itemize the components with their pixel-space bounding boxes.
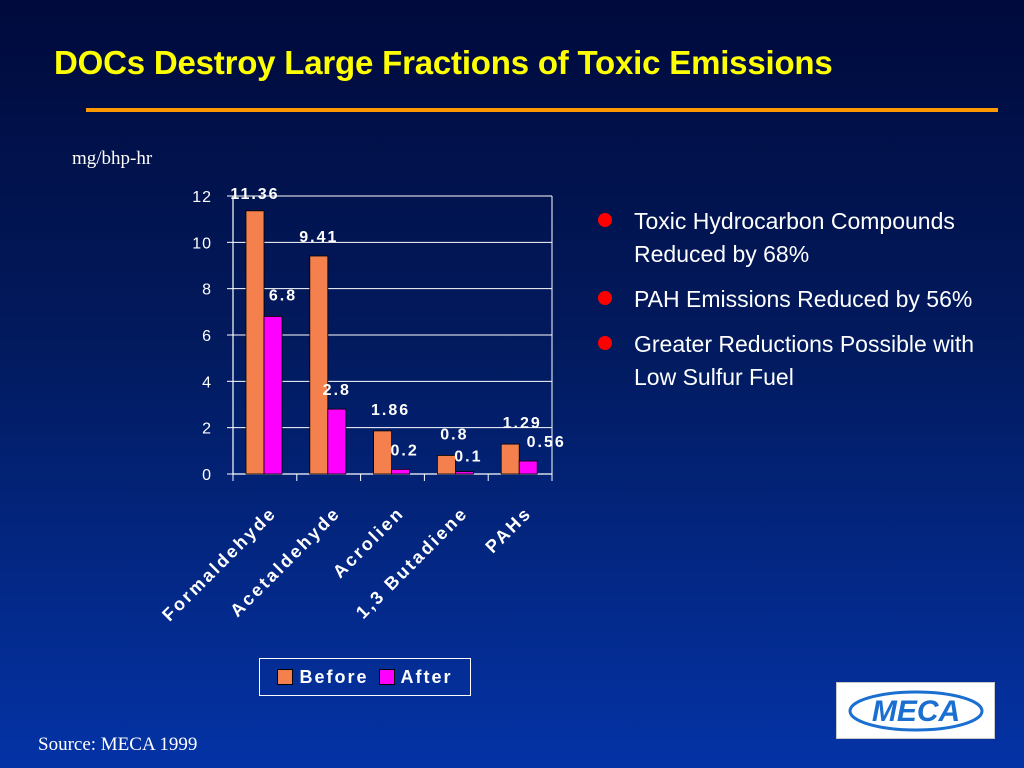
bar-chart: 0 2 4 6 8 10 12 11.36 6.8 Formaldehyde 9.41 2.8 Acet…: [158, 186, 566, 625]
data-label-after: 0.1: [454, 449, 482, 466]
y-tick-label: 6: [202, 328, 212, 345]
bar-after: [391, 468, 411, 475]
data-label-before: 0.8: [440, 426, 468, 443]
data-label-before: 9.41: [299, 229, 338, 246]
y-tick-label: 8: [202, 282, 212, 299]
y-tick-label: 0: [202, 467, 212, 484]
bullet-text: Greater Reductions Possible with Low Sul…: [634, 331, 975, 390]
y-tick-label: 2: [202, 421, 212, 438]
meca-logo: MECA: [836, 682, 995, 739]
legend-label-before: Before: [299, 666, 369, 687]
meca-logo-text: MECA: [871, 695, 959, 728]
legend-entry-before: Before: [277, 667, 368, 688]
bullet-item: Greater Reductions Possible with Low Sul…: [598, 328, 1018, 394]
data-label-before: 1.29: [503, 415, 542, 432]
bar-before: [309, 255, 329, 475]
legend-label-after: After: [400, 666, 453, 687]
bar-before: [436, 455, 456, 475]
bullet-dot-icon: [598, 213, 612, 227]
bar-after: [263, 316, 283, 475]
meca-logo-icon: MECA: [848, 690, 983, 731]
y-tick-label: 12: [192, 189, 212, 206]
data-label-before: 1.86: [371, 402, 410, 419]
x-category-label: Acetaldehyde: [226, 503, 344, 621]
data-label-before: 11.36: [230, 186, 279, 203]
title-divider: [86, 108, 998, 112]
legend-swatch-before: [277, 669, 294, 685]
legend-swatch-after: [378, 669, 395, 685]
bullet-item: PAH Emissions Reduced by 56%: [598, 283, 1018, 316]
bar-after: [327, 408, 347, 475]
data-label-after: 2.8: [323, 382, 351, 399]
data-label-after: 0.56: [527, 434, 566, 451]
bullet-dot-icon: [598, 291, 612, 305]
bar-before: [245, 210, 265, 475]
source-note: Source: MECA 1999: [38, 734, 198, 755]
bullet-dot-icon: [598, 336, 612, 350]
bar-after: [518, 460, 538, 475]
bullet-list: Toxic Hydrocarbon Compounds Reduced by 6…: [598, 205, 1018, 406]
bullet-text: Toxic Hydrocarbon Compounds Reduced by 6…: [634, 208, 955, 267]
legend-entry-after: After: [378, 666, 453, 688]
y-unit-label: mg/bhp-hr: [72, 148, 153, 169]
y-tick-label: 4: [202, 374, 212, 391]
y-tick-label: 10: [192, 235, 212, 252]
bar-before: [373, 430, 393, 475]
bar-after: [454, 471, 474, 475]
chart-legend: Before After: [259, 658, 471, 696]
slide-title: DOCs Destroy Large Fractions of Toxic Em…: [54, 44, 833, 81]
bullet-item: Toxic Hydrocarbon Compounds Reduced by 6…: [598, 205, 1018, 271]
x-category-label: 1,3 Butadiene: [352, 503, 472, 623]
x-category-label: PAHs: [481, 503, 535, 557]
bar-before: [500, 443, 520, 475]
data-label-after: 0.2: [390, 442, 418, 459]
bullet-text: PAH Emissions Reduced by 56%: [634, 286, 973, 312]
data-label-after: 6.8: [269, 287, 297, 304]
x-category-label: Formaldehyde: [158, 503, 280, 625]
